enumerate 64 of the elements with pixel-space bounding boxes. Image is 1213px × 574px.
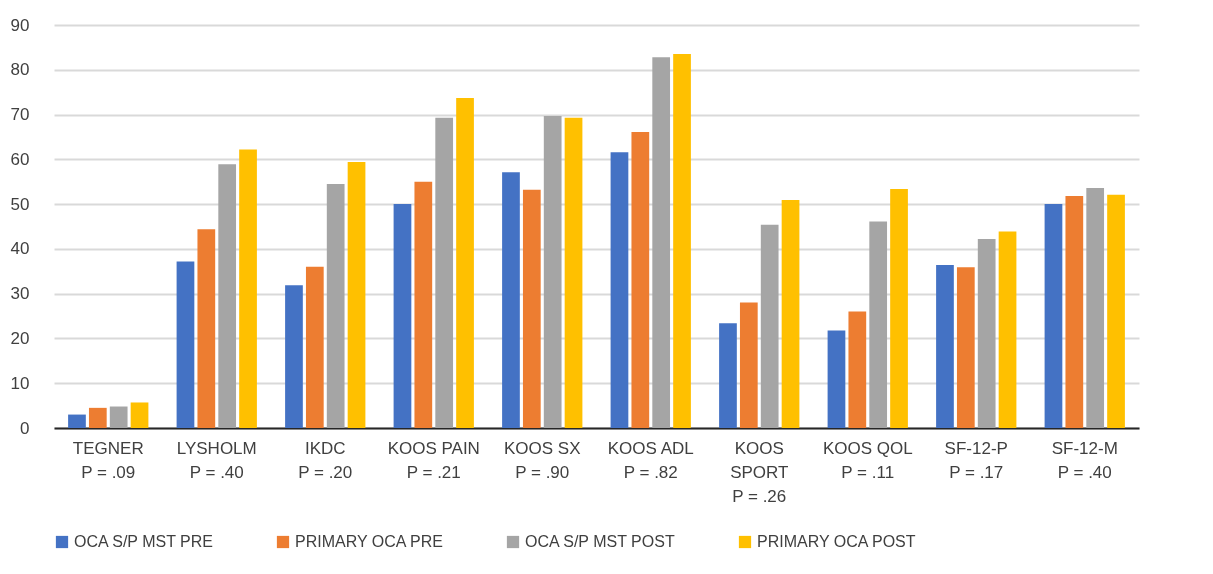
bar xyxy=(502,172,520,428)
bar xyxy=(998,231,1017,428)
y-tick-label: 80 xyxy=(10,60,30,80)
bar xyxy=(68,414,86,428)
x-tick-label: IKDC P = .20 xyxy=(298,438,353,482)
y-tick-label: 70 xyxy=(10,105,30,125)
bar xyxy=(631,132,650,428)
bar xyxy=(1107,194,1125,428)
bar xyxy=(564,117,583,428)
bar xyxy=(393,204,412,428)
bar xyxy=(285,285,303,428)
x-tick-label: SF-12-M P = .40 xyxy=(1051,438,1118,482)
bar xyxy=(130,402,149,428)
y-tick-label: 60 xyxy=(10,149,30,169)
bar xyxy=(652,57,671,428)
bar xyxy=(673,54,691,428)
bar xyxy=(1065,196,1084,428)
bar xyxy=(522,189,541,428)
bar xyxy=(760,224,779,428)
bar xyxy=(610,152,629,428)
x-tick-label: KOOS SX P = .90 xyxy=(503,438,581,482)
bar xyxy=(1086,187,1105,428)
y-tick-label: 10 xyxy=(10,373,30,393)
bar xyxy=(956,267,975,428)
legend-label: PRIMARY OCA PRE xyxy=(295,533,443,550)
bar xyxy=(827,330,846,428)
x-tick-label: KOOS ADL P = .82 xyxy=(607,438,694,482)
bar xyxy=(109,406,128,428)
bar xyxy=(305,266,324,428)
x-tick-label: KOOS SPORT P = .26 xyxy=(730,438,789,506)
y-tick-label: 40 xyxy=(10,239,30,259)
y-tick-label: 0 xyxy=(20,418,30,438)
y-tick-label: 90 xyxy=(10,15,30,35)
y-tick-label: 30 xyxy=(10,284,30,304)
legend-label: PRIMARY OCA POST xyxy=(757,533,916,550)
bar xyxy=(88,407,107,428)
bar xyxy=(326,183,345,428)
x-tick-label: KOOS QOL P = .11 xyxy=(822,438,913,482)
bar xyxy=(719,323,737,428)
bar xyxy=(414,181,433,428)
y-tick-label: 20 xyxy=(10,328,30,348)
bar xyxy=(977,239,996,428)
bar xyxy=(781,200,800,428)
bar xyxy=(218,164,237,428)
bar xyxy=(936,265,954,428)
bar xyxy=(890,188,908,428)
bar xyxy=(869,221,888,428)
bar xyxy=(543,115,562,428)
bar xyxy=(739,302,758,428)
legend-label: OCA S/P MST PRE xyxy=(74,533,214,550)
bar xyxy=(239,149,257,428)
legend-label: OCA S/P MST POST xyxy=(525,533,675,550)
x-tick-label: SF-12-P P = .17 xyxy=(944,438,1008,482)
bar xyxy=(848,311,867,428)
bar xyxy=(435,117,454,428)
bar xyxy=(456,97,474,428)
x-tick-label: LYSHOLM P = .40 xyxy=(176,438,257,482)
y-tick-label: 50 xyxy=(10,194,30,214)
bar xyxy=(176,261,195,428)
bar xyxy=(347,162,366,428)
bar xyxy=(1044,204,1063,428)
x-tick-label: TEGNER P = .09 xyxy=(72,438,144,482)
bar xyxy=(197,229,216,428)
x-tick-label: KOOS PAIN P = .21 xyxy=(387,438,480,482)
